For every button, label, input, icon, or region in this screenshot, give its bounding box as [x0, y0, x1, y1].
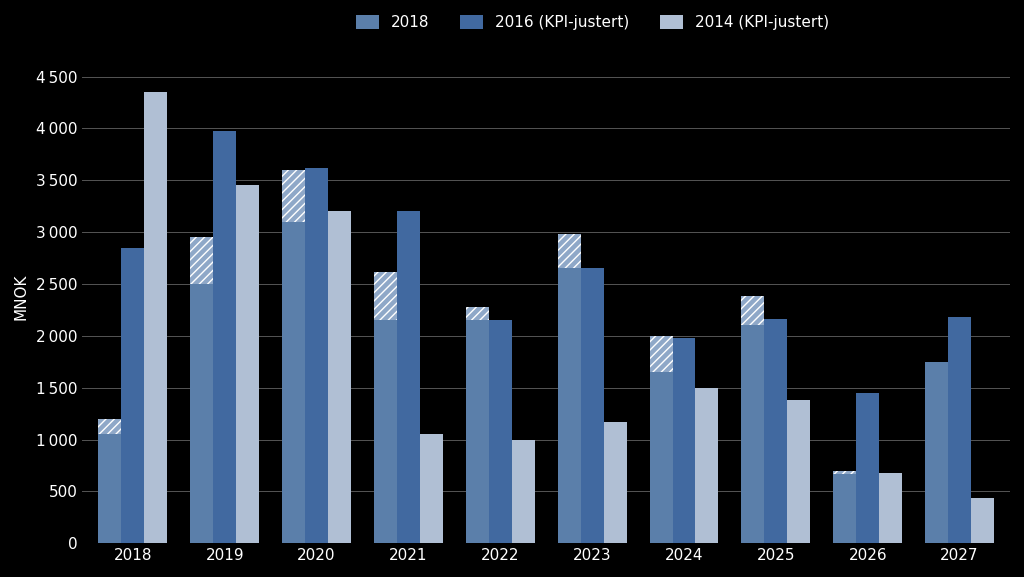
Y-axis label: MNOK: MNOK	[14, 273, 29, 320]
Bar	[190, 237, 213, 284]
Bar	[328, 211, 351, 544]
Bar	[649, 372, 673, 544]
Bar	[98, 419, 122, 434]
Bar	[856, 393, 880, 544]
Bar	[420, 434, 442, 544]
Bar	[213, 130, 237, 544]
Bar	[488, 320, 512, 544]
Bar	[98, 434, 122, 544]
Bar	[764, 319, 787, 544]
Bar	[971, 497, 994, 544]
Bar	[695, 388, 719, 544]
Bar	[948, 317, 971, 544]
Bar	[122, 248, 144, 544]
Bar	[741, 297, 764, 325]
Bar	[374, 320, 397, 544]
Bar	[466, 307, 488, 320]
Bar	[558, 234, 581, 268]
Bar	[649, 336, 673, 372]
Bar	[603, 422, 627, 544]
Bar	[466, 307, 488, 320]
Bar	[144, 92, 167, 544]
Bar	[741, 297, 764, 325]
Bar	[237, 185, 259, 544]
Bar	[581, 268, 603, 544]
Bar	[466, 320, 488, 544]
Bar	[925, 362, 948, 544]
Bar	[673, 338, 695, 544]
Bar	[558, 268, 581, 544]
Bar	[374, 272, 397, 320]
Bar	[305, 168, 328, 544]
Bar	[512, 440, 535, 544]
Bar	[283, 170, 305, 222]
Bar	[787, 400, 810, 544]
Bar	[649, 336, 673, 372]
Bar	[98, 419, 122, 434]
Bar	[190, 284, 213, 544]
Bar	[190, 237, 213, 284]
Bar	[397, 211, 420, 544]
Legend: 2018, 2016 (KPI-justert), 2014 (KPI-justert): 2018, 2016 (KPI-justert), 2014 (KPI-just…	[350, 9, 836, 36]
Bar	[558, 234, 581, 268]
Bar	[283, 222, 305, 544]
Bar	[834, 474, 856, 544]
Bar	[374, 272, 397, 320]
Bar	[834, 471, 856, 474]
Bar	[834, 471, 856, 474]
Bar	[283, 170, 305, 222]
Bar	[741, 325, 764, 544]
Bar	[880, 473, 902, 544]
